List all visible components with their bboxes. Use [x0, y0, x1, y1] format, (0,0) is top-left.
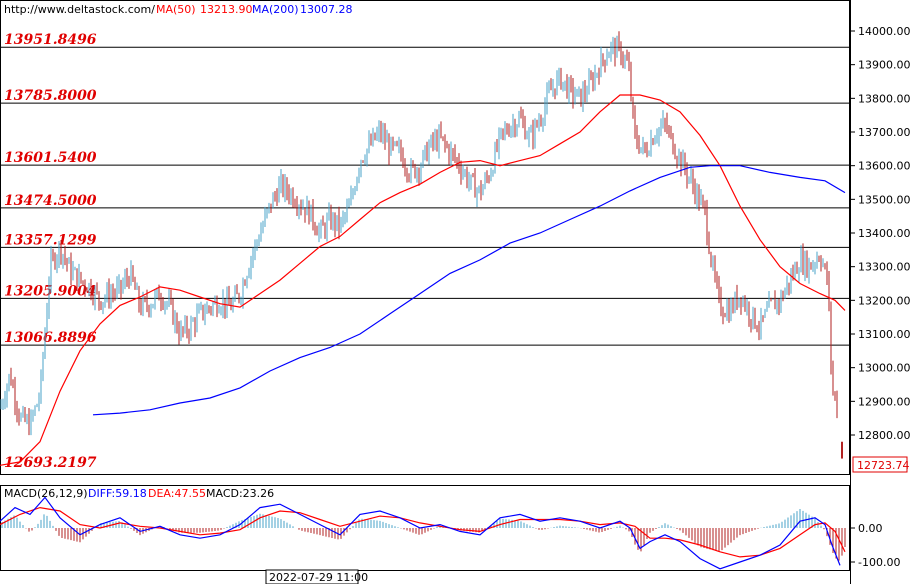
last-price-box	[852, 456, 908, 473]
level-label: 13601.5400	[4, 150, 97, 166]
macd-indicator: 0.00 -100.00	[0, 496, 900, 570]
price-axis-label: 13100.00	[858, 328, 910, 341]
macd-dea-value: DEA:47.55	[148, 487, 206, 500]
level-label: 13066.8896	[4, 330, 97, 346]
price-axis-label: 13800.00	[858, 92, 910, 105]
moving-averages	[0, 94, 846, 466]
last-price-label: 12723.74	[857, 459, 910, 472]
date-cursor-box	[265, 569, 359, 584]
date-cursor-label: 2022-07-29 11:00	[269, 571, 368, 584]
macd-axis-label: -100.00	[858, 556, 900, 569]
level-label: 13474.5000	[4, 193, 97, 209]
level-label: 13951.8496	[4, 32, 97, 48]
ma50-value: 13213.90	[200, 3, 253, 16]
ma50-line	[0, 94, 846, 466]
ma200-line	[92, 165, 846, 416]
macd-macd-value: MACD:23.26	[206, 487, 274, 500]
price-candles	[0, 31, 843, 459]
macd-diff-value: DIFF:59.18	[88, 487, 147, 500]
price-axis-label: 13600.00	[858, 160, 910, 173]
ma50-label: MA(50)	[156, 3, 196, 16]
level-label: 13357.1299	[4, 232, 97, 248]
price-panel	[0, 0, 850, 475]
price-axis-label: 12800.00	[858, 429, 910, 442]
ma200-label: MA(200)	[252, 3, 299, 16]
macd-panel	[0, 485, 850, 571]
level-label: 13785.8000	[4, 88, 97, 104]
price-axis-label: 13500.00	[858, 193, 910, 206]
level-label: 13205.9004	[4, 283, 97, 299]
price-axis-label: 13900.00	[858, 59, 910, 72]
macd-title: MACD(26,12,9)	[4, 487, 88, 500]
price-axis-label: 14000.00	[858, 25, 910, 38]
price-axis-label: 13400.00	[858, 227, 910, 240]
source-url[interactable]: http://www.deltastock.com/	[4, 3, 155, 16]
price-axis: 14000.00 13900.00 13800.00 13700.00 13600.00…	[850, 25, 910, 442]
macd-diff-line	[0, 496, 841, 570]
ma200-value: 13007.28	[300, 3, 353, 16]
price-axis-label: 13200.00	[858, 294, 910, 307]
price-axis-label: 13000.00	[858, 362, 910, 375]
price-axis-label: 13300.00	[858, 261, 910, 274]
level-label: 12693.2197	[4, 455, 97, 471]
price-axis-label: 12900.00	[858, 395, 910, 408]
macd-axis-label: 0.00	[858, 522, 883, 535]
price-levels: 13951.8496 13785.8000 13601.5400 13474.5000…	[0, 32, 850, 471]
price-axis-label: 13700.00	[858, 126, 910, 139]
